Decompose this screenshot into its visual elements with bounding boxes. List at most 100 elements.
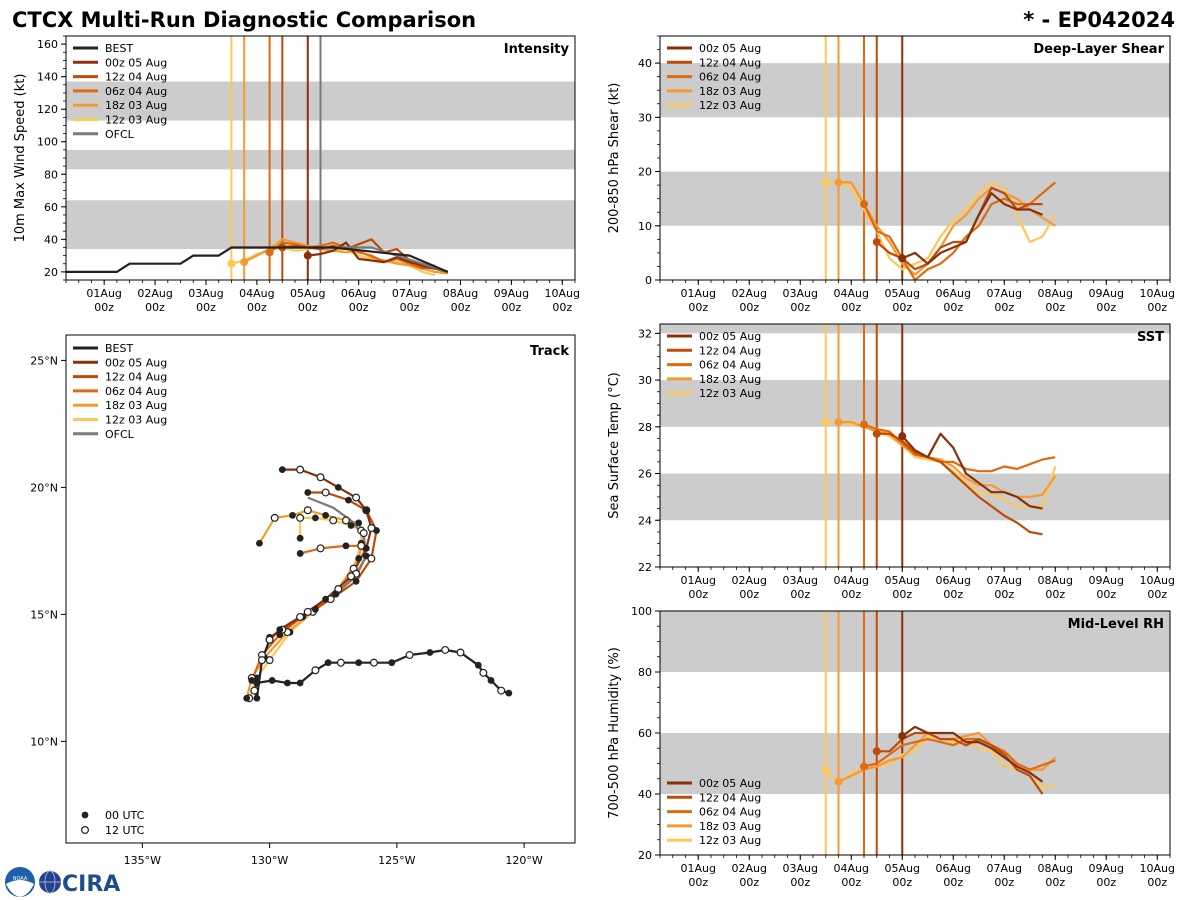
lon-tick-label: 135°W xyxy=(124,854,161,867)
x-tick-sublabel: 00z xyxy=(298,301,318,314)
y-tick-label: 60 xyxy=(44,201,58,214)
panel-title: Intensity xyxy=(504,42,570,57)
track-point-12utc xyxy=(303,607,312,616)
track-point-00utc xyxy=(289,511,296,519)
legend-label-18z-03-aug: 18z 03 Aug xyxy=(699,85,761,98)
lon-tick-label: 130°W xyxy=(251,854,288,867)
threshold-band xyxy=(660,611,1170,672)
legend-label-00z-05-aug: 00z 05 Aug xyxy=(105,56,167,69)
track-point-12utc xyxy=(456,648,465,657)
x-tick-label: 09Aug xyxy=(1089,574,1124,587)
track-point-00utc xyxy=(253,694,261,702)
x-tick-label: 02Aug xyxy=(732,574,767,587)
x-tick-sublabel: 00z xyxy=(892,588,912,601)
track-point-12utc xyxy=(270,513,279,522)
x-tick-sublabel: 00z xyxy=(892,301,912,314)
x-tick-sublabel: 00z xyxy=(145,301,165,314)
x-tick-sublabel: 00z xyxy=(790,588,810,601)
x-tick-sublabel: 00z xyxy=(841,588,861,601)
track-point-00utc xyxy=(322,595,329,603)
track-point-00utc xyxy=(474,661,482,669)
panel-title: SST xyxy=(1137,330,1164,345)
init-point-00z-05-aug xyxy=(898,432,907,441)
track-point-12utc xyxy=(311,666,320,675)
init-point-00z-05-aug xyxy=(898,254,907,263)
noaa-cira-logo: NOAA CIRA xyxy=(5,867,120,897)
y-tick-label: 160 xyxy=(37,38,58,51)
legend-label-12z-03-aug: 12z 03 Aug xyxy=(105,414,167,427)
legend-label-06z-04-aug: 06z 04 Aug xyxy=(105,85,167,98)
x-tick-sublabel: 00z xyxy=(1045,588,1065,601)
track-point-00utc xyxy=(334,484,342,491)
init-point-12z-03-aug xyxy=(227,259,236,268)
x-tick-sublabel: 00z xyxy=(841,301,861,314)
track-point-00utc xyxy=(426,649,434,656)
legend-label-06z-04-aug: 06z 04 Aug xyxy=(699,359,761,372)
track-point-12utc xyxy=(341,516,350,525)
y-axis-label: 700-500 hPa Humidity (%) xyxy=(607,647,622,819)
track-point-00utc xyxy=(505,689,513,697)
init-point-18z-03-aug xyxy=(240,258,249,267)
x-tick-label: 09Aug xyxy=(1089,862,1124,875)
x-tick-label: 01Aug xyxy=(681,287,716,300)
track-point-12utc xyxy=(405,651,414,660)
init-point-06z-04-aug xyxy=(860,420,868,429)
legend-label-12z-04-aug: 12z 04 Aug xyxy=(699,791,761,804)
x-tick-label: 09Aug xyxy=(494,287,529,300)
legend-label-12z-04-aug: 12z 04 Aug xyxy=(105,71,167,84)
legend-label-12z-04-aug: 12z 04 Aug xyxy=(105,371,167,384)
marker-label-00utc: 00 UTC xyxy=(105,809,145,822)
marker-label-12utc: 12 UTC xyxy=(105,824,145,837)
x-tick-label: 02Aug xyxy=(137,287,172,300)
track-point-00utc xyxy=(284,679,291,687)
x-tick-label: 09Aug xyxy=(1089,287,1124,300)
track-point-12utc xyxy=(265,635,274,644)
threshold-band xyxy=(660,324,1170,334)
legend-label-18z-03-aug: 18z 03 Aug xyxy=(699,820,761,833)
init-point-18z-03-aug xyxy=(834,418,843,427)
lon-tick-label: 120°W xyxy=(505,854,542,867)
y-tick-label: 28 xyxy=(638,421,652,434)
track-point-12utc xyxy=(352,493,361,502)
track-point-12utc xyxy=(303,506,312,515)
x-tick-label: 05Aug xyxy=(290,287,325,300)
track-point-00utc xyxy=(352,577,360,585)
x-tick-sublabel: 00z xyxy=(247,301,267,314)
y-tick-label: 100 xyxy=(37,136,58,149)
x-tick-sublabel: 00z xyxy=(400,301,420,314)
y-tick-label: 30 xyxy=(638,111,652,124)
track-point-00utc xyxy=(278,466,286,474)
y-tick-label: 20 xyxy=(44,266,58,279)
x-tick-sublabel: 00z xyxy=(943,876,963,889)
legend-label-12z-04-aug: 12z 04 Aug xyxy=(699,344,761,357)
panel-title: Deep-Layer Shear xyxy=(1033,42,1164,57)
x-tick-label: 03Aug xyxy=(783,862,818,875)
x-tick-sublabel: 00z xyxy=(790,876,810,889)
x-tick-label: 05Aug xyxy=(885,574,920,587)
x-tick-label: 07Aug xyxy=(987,574,1022,587)
x-tick-sublabel: 00z xyxy=(501,301,521,314)
y-tick-label: 40 xyxy=(638,57,652,70)
series-line-00z-05-aug xyxy=(307,241,449,273)
x-tick-sublabel: 00z xyxy=(1096,301,1116,314)
panel-title: Track xyxy=(530,344,569,359)
legend-label-ofcl: OFCL xyxy=(105,428,135,441)
lon-tick-label: 125°W xyxy=(378,854,415,867)
legend-label-best: BEST xyxy=(105,342,133,355)
y-tick-label: 40 xyxy=(44,233,58,246)
series-group xyxy=(821,418,1057,536)
y-tick-label: 22 xyxy=(638,561,652,574)
x-tick-label: 08Aug xyxy=(1038,862,1073,875)
x-tick-sublabel: 00z xyxy=(892,876,912,889)
y-tick-label: 80 xyxy=(44,168,58,181)
noaa-label: NOAA xyxy=(13,876,28,882)
x-tick-label: 01Aug xyxy=(681,862,716,875)
series-line-00z-05-aug xyxy=(901,192,1043,265)
init-point-18z-03-aug xyxy=(834,178,843,187)
track-point-00utc xyxy=(312,514,319,522)
init-point-06z-04-aug xyxy=(265,248,274,257)
track-point-12utc xyxy=(359,529,368,538)
y-tick-label: 60 xyxy=(638,727,652,740)
track-point-00utc xyxy=(342,542,350,550)
